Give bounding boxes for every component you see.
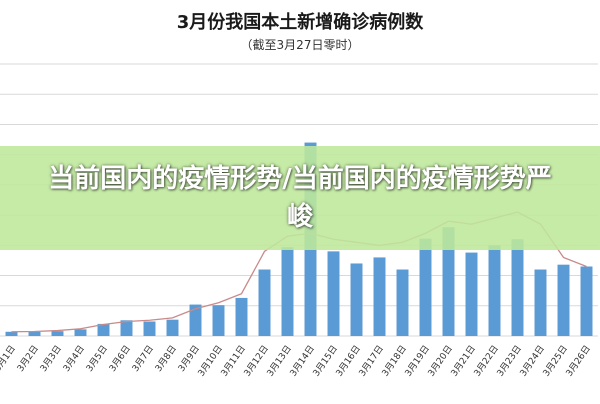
bar-3月4日 bbox=[74, 329, 87, 336]
bar-3月25日 bbox=[557, 264, 570, 336]
x-tick-label: 3月8日 bbox=[153, 343, 179, 373]
bar-3月9日 bbox=[189, 304, 202, 336]
bar-3月22日 bbox=[488, 245, 501, 336]
x-tick-label: 3月1日 bbox=[0, 343, 18, 373]
bar-3月5日 bbox=[97, 323, 110, 336]
bar-3月7日 bbox=[143, 321, 156, 336]
x-tick-label: 3月5日 bbox=[84, 343, 110, 373]
chart-subtitle: （截至3月27日零时） bbox=[240, 38, 360, 52]
x-tick-label: 3月2日 bbox=[15, 343, 41, 373]
bar-3月3日 bbox=[51, 331, 64, 336]
x-tick-labels: 3月1日3月2日3月3日3月4日3月5日3月6日3月7日3月8日3月9日3月10… bbox=[0, 343, 593, 378]
x-tick-label: 3月3日 bbox=[38, 343, 64, 373]
bars bbox=[5, 142, 593, 336]
bar-3月17日 bbox=[373, 257, 386, 336]
bar-3月20日 bbox=[442, 227, 455, 336]
bar-3月12日 bbox=[258, 269, 271, 336]
bar-3月24日 bbox=[534, 269, 547, 336]
bar-3月16日 bbox=[350, 263, 363, 336]
bar-3月1日 bbox=[5, 331, 18, 336]
bar-3月8日 bbox=[166, 319, 179, 336]
chart-title: 3月份我国本土新增确诊病例数 bbox=[176, 12, 424, 33]
x-tick-label: 3月6日 bbox=[107, 343, 133, 373]
bar-3月10日 bbox=[212, 305, 225, 336]
x-tick-label: 3月7日 bbox=[130, 343, 156, 373]
bar-3月2日 bbox=[28, 331, 41, 336]
x-tick-label: 3月4日 bbox=[61, 343, 87, 373]
bar-3月15日 bbox=[327, 251, 340, 336]
bar-3月18日 bbox=[396, 269, 409, 336]
headline-banner: 当前国内的疫情形势/当前国内的疫情形势严峻 bbox=[0, 146, 600, 250]
bar-3月13日 bbox=[281, 247, 294, 336]
bar-3月21日 bbox=[465, 252, 478, 336]
bar-3月26日 bbox=[580, 266, 593, 336]
bar-3月6日 bbox=[120, 320, 133, 336]
bar-3月19日 bbox=[419, 238, 432, 336]
bar-3月11日 bbox=[235, 297, 248, 336]
headline-text: 当前国内的疫情形势/当前国内的疫情形势严峻 bbox=[48, 164, 552, 232]
bar-3月23日 bbox=[511, 239, 524, 336]
